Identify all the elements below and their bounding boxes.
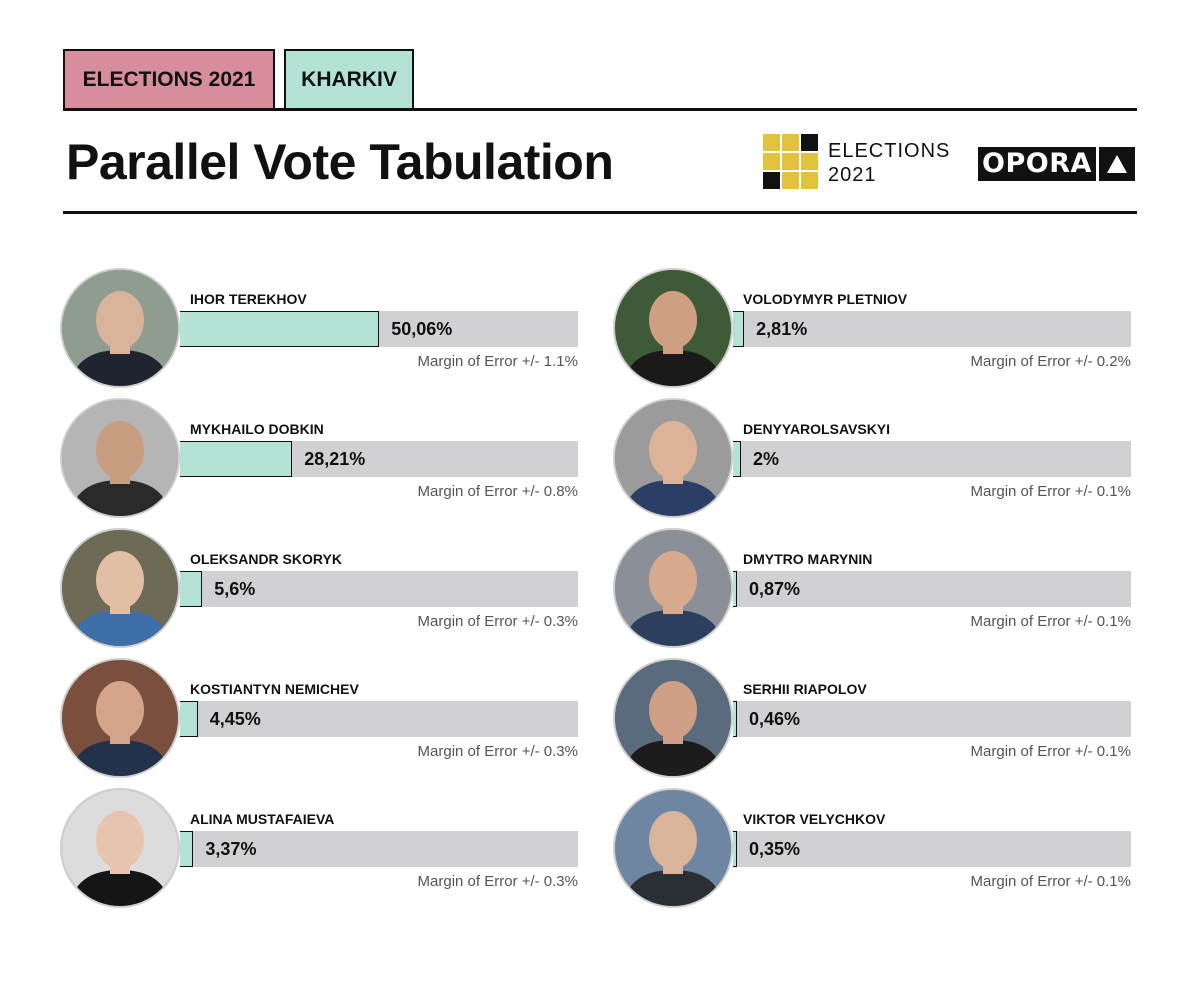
header-rule-top bbox=[63, 108, 1137, 111]
page-title: Parallel Vote Tabulation bbox=[66, 134, 614, 190]
bar bbox=[180, 571, 203, 607]
header-rule-bottom bbox=[63, 211, 1137, 214]
margin-of-error: Margin of Error +/- 0.1% bbox=[970, 743, 1131, 760]
tag-city: KHARKIV bbox=[284, 49, 414, 109]
candidate-row: MYKHAILO DOBKIN 28,21% Margin of Error +/-… bbox=[60, 398, 620, 528]
candidate-name: VIKTOR VELYCHKOV bbox=[743, 811, 886, 827]
vote-percentage: 0,46% bbox=[749, 709, 801, 729]
bar bbox=[733, 571, 737, 607]
candidate-row: OLEKSANDR SKORYK 5,6% Margin of Error +/- … bbox=[60, 528, 620, 658]
margin-of-error: Margin of Error +/- 0.3% bbox=[417, 743, 578, 760]
candidate-photo bbox=[60, 398, 180, 518]
margin-of-error: Margin of Error +/- 0.3% bbox=[417, 613, 578, 630]
candidate-row: IHOR TEREKHOV 50,06% Margin of Error +/- 1… bbox=[60, 268, 620, 398]
elections-logo-text: ELECTIONS 2021 bbox=[828, 139, 950, 187]
tag-elections-2021: ELECTIONS 2021 bbox=[63, 49, 275, 109]
bar bbox=[733, 701, 737, 737]
candidate-photo bbox=[60, 658, 180, 778]
candidate-photo bbox=[613, 528, 733, 648]
candidate-row: SERHII RIAPOLOV 0,46% Margin of Error +/- … bbox=[613, 658, 1173, 788]
logo-line-1: ELECTIONS bbox=[828, 140, 951, 162]
candidate-name: IHOR TEREKHOV bbox=[190, 291, 307, 307]
margin-of-error: Margin of Error +/- 1.1% bbox=[417, 353, 578, 370]
bar-track: 4,45% bbox=[180, 701, 578, 737]
candidate-name: KOSTIANTYN NEMICHEV bbox=[190, 681, 359, 697]
bar-track: 2,81% bbox=[733, 311, 1131, 347]
candidate-photo bbox=[613, 268, 733, 388]
candidate-name: ALINA MUSTAFAIEVA bbox=[190, 811, 335, 827]
candidate-photo bbox=[613, 788, 733, 908]
candidate-name: VOLODYMYR PLETNIOV bbox=[743, 291, 908, 307]
candidate-row: VOLODYMYR PLETNIOV 2,81% Margin of Error +… bbox=[613, 268, 1173, 398]
candidate-name: SERHII RIAPOLOV bbox=[743, 681, 867, 697]
margin-of-error: Margin of Error +/- 0.1% bbox=[970, 483, 1131, 500]
bar-track: 28,21% bbox=[180, 441, 578, 477]
margin-of-error: Margin of Error +/- 0.1% bbox=[970, 873, 1131, 890]
vote-percentage: 4,45% bbox=[209, 709, 261, 729]
bar bbox=[733, 311, 745, 347]
vote-percentage: 50,06% bbox=[391, 319, 453, 339]
bar-track: 2% bbox=[733, 441, 1131, 477]
bar-track: 5,6% bbox=[180, 571, 578, 607]
vote-percentage: 5,6% bbox=[214, 579, 256, 599]
candidate-row: KOSTIANTYN NEMICHEV 4,45% Margin of Error … bbox=[60, 658, 620, 788]
triangle-icon bbox=[1098, 147, 1135, 181]
candidate-photo bbox=[60, 788, 180, 908]
vote-percentage: 28,21% bbox=[304, 449, 366, 469]
margin-of-error: Margin of Error +/- 0.2% bbox=[970, 353, 1131, 370]
bar bbox=[180, 311, 380, 347]
candidate-photo bbox=[60, 268, 180, 388]
vote-percentage: 3,37% bbox=[205, 839, 257, 859]
logo-line-2: 2021 bbox=[828, 164, 877, 186]
candidate-name: DMYTRO MARYNIN bbox=[743, 551, 873, 567]
bar-track: 50,06% bbox=[180, 311, 578, 347]
candidate-name: DENYYAROLSAVSKYI bbox=[743, 421, 891, 437]
margin-of-error: Margin of Error +/- 0.1% bbox=[970, 613, 1131, 630]
elections-logo-icon bbox=[763, 134, 818, 189]
opora-logo: OPORA bbox=[978, 147, 1135, 181]
margin-of-error: Margin of Error +/- 0.3% bbox=[417, 873, 578, 890]
bar bbox=[733, 441, 741, 477]
bar bbox=[180, 831, 194, 867]
bar bbox=[180, 701, 198, 737]
candidate-photo bbox=[613, 398, 733, 518]
candidate-row: VIKTOR VELYCHKOV 0,35% Margin of Error +/-… bbox=[613, 788, 1173, 918]
candidate-row: ALINA MUSTAFAIEVA 3,37% Margin of Error +/… bbox=[60, 788, 620, 918]
vote-percentage: 2% bbox=[752, 449, 779, 469]
candidate-row: DMYTRO MARYNIN 0,87% Margin of Error +/- 0… bbox=[613, 528, 1173, 658]
bar-track: 0,87% bbox=[733, 571, 1131, 607]
bar-track: 0,35% bbox=[733, 831, 1131, 867]
candidate-row: DENYYAROLSAVSKYI 2% Margin of Error +/- 0.… bbox=[613, 398, 1173, 528]
candidate-name: MYKHAILO DOBKIN bbox=[190, 421, 324, 437]
candidate-photo bbox=[613, 658, 733, 778]
bar bbox=[733, 831, 737, 867]
vote-percentage: 0,35% bbox=[749, 839, 801, 859]
bar-track: 0,46% bbox=[733, 701, 1131, 737]
bar bbox=[180, 441, 293, 477]
vote-percentage: 2,81% bbox=[756, 319, 808, 339]
bar-track: 3,37% bbox=[180, 831, 578, 867]
candidate-photo bbox=[60, 528, 180, 648]
margin-of-error: Margin of Error +/- 0.8% bbox=[417, 483, 578, 500]
vote-percentage: 0,87% bbox=[749, 579, 801, 599]
opora-wordmark: OPORA bbox=[978, 147, 1096, 181]
candidate-name: OLEKSANDR SKORYK bbox=[190, 551, 342, 567]
